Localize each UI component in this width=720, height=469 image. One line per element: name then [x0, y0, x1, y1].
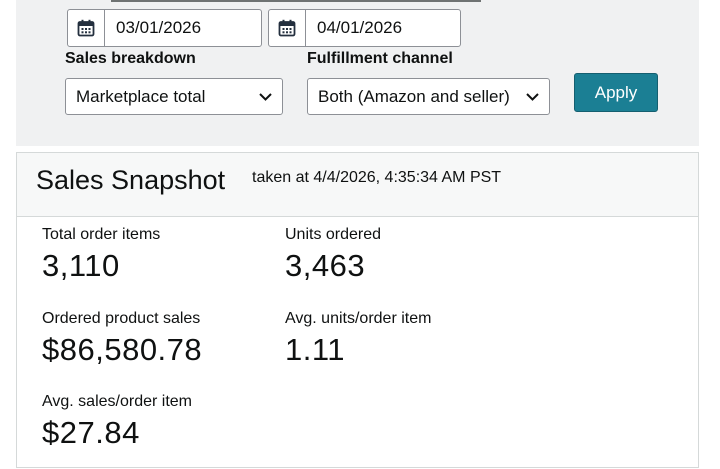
chevron-down-icon — [258, 92, 272, 102]
end-date-field[interactable]: 04/01/2026 — [268, 9, 461, 47]
sales-breakdown-value: Marketplace total — [76, 86, 206, 106]
snapshot-timestamp: taken at 4/4/2026, 4:35:34 AM PST — [252, 169, 502, 186]
metric-ordered-product-sales: Ordered product sales $86,580.78 — [42, 310, 202, 368]
end-date-value[interactable]: 04/01/2026 — [317, 18, 403, 37]
sales-breakdown-label: Sales breakdown — [65, 50, 196, 67]
chevron-down-icon — [525, 92, 539, 102]
sales-snapshot-card: Sales Snapshot taken at 4/4/2026, 4:35:3… — [16, 152, 699, 468]
metric-label: Total order items — [42, 226, 161, 243]
metric-avg-units-per-order-item: Avg. units/order item 1.11 — [285, 310, 431, 368]
calendar-icon[interactable] — [269, 10, 306, 46]
metric-value: $27.84 — [42, 415, 140, 450]
metric-label: Ordered product sales — [42, 310, 201, 327]
metric-value: $86,580.78 — [42, 332, 203, 367]
metric-label: Avg. units/order item — [285, 310, 432, 327]
start-date-field[interactable]: 03/01/2026 — [67, 9, 262, 47]
panel-top-border — [111, 0, 481, 2]
metric-value: 3,463 — [285, 248, 366, 283]
fulfillment-channel-select[interactable]: Both (Amazon and seller) — [307, 78, 550, 115]
metric-label: Avg. sales/order item — [42, 393, 192, 410]
metric-avg-sales-per-order-item: Avg. sales/order item $27.84 — [42, 393, 192, 451]
filter-panel: 03/01/2026 04/01/2026 — [16, 0, 699, 146]
metric-label: Units ordered — [285, 226, 382, 243]
card-title: Sales Snapshot — [36, 165, 226, 195]
calendar-icon[interactable] — [68, 10, 105, 46]
fulfillment-channel-value: Both (Amazon and seller) — [318, 86, 510, 106]
card-header: Sales Snapshot taken at 4/4/2026, 4:35:3… — [17, 153, 698, 217]
metric-units-ordered: Units ordered 3,463 — [285, 226, 381, 284]
fulfillment-channel-label: Fulfillment channel — [307, 50, 453, 67]
apply-button[interactable]: Apply — [574, 73, 658, 112]
metric-value: 1.11 — [285, 332, 346, 367]
metric-value: 3,110 — [42, 248, 120, 283]
metric-total-order-items: Total order items 3,110 — [42, 226, 160, 284]
sales-breakdown-select[interactable]: Marketplace total — [65, 78, 283, 115]
start-date-value[interactable]: 03/01/2026 — [116, 18, 202, 37]
